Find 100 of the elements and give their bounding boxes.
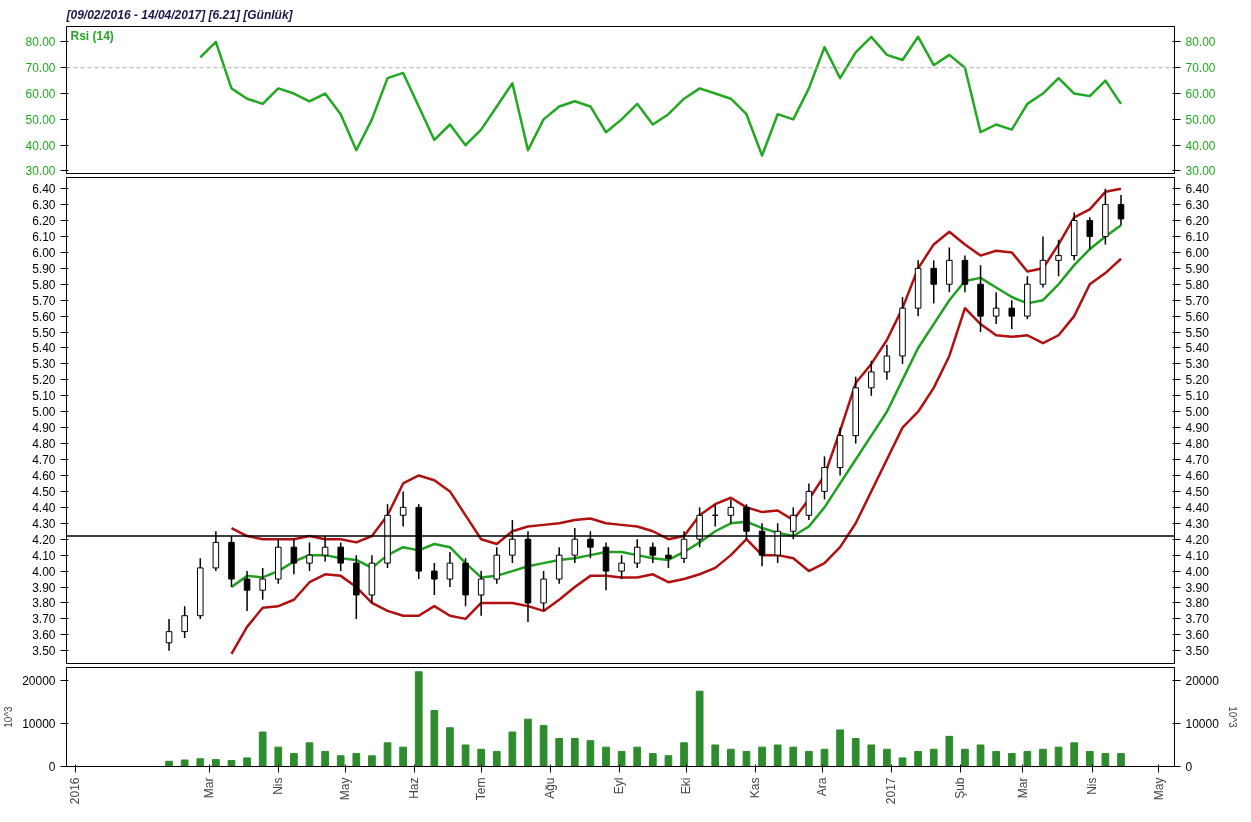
bar [586, 740, 595, 767]
bar [243, 757, 251, 767]
bar [961, 748, 969, 767]
bar [1007, 753, 1016, 767]
bar [477, 748, 486, 767]
bar [321, 750, 329, 767]
y2-tick-label: 4.90 [1185, 421, 1210, 436]
candlestick [633, 538, 641, 569]
bar [1023, 750, 1032, 767]
candlestick [493, 546, 501, 585]
bar [851, 738, 860, 767]
y2-tick-label: 3.50 [1185, 644, 1210, 659]
bar [258, 731, 267, 767]
bar [727, 748, 735, 767]
candlestick [1039, 235, 1047, 289]
y2-tick-label: 5.80 [1185, 277, 1210, 292]
candlestick [1055, 238, 1062, 278]
x-tick-label: Ara [815, 777, 830, 797]
y-tick-label: 60.00 [25, 87, 56, 102]
y-tick-label: 80.00 [25, 35, 56, 50]
bar [773, 744, 782, 767]
bar [945, 735, 954, 767]
candlestick [1117, 194, 1125, 227]
bar [336, 755, 345, 767]
candlestick [665, 546, 672, 569]
y-tick-label: 0 [48, 760, 56, 774]
y-tick-label: 4.10 [32, 548, 56, 563]
bar [836, 729, 844, 767]
y2-tick-label: 60.00 [1185, 87, 1216, 102]
y2-tick-label: 3.70 [1185, 612, 1210, 627]
bar [805, 750, 813, 767]
y-tick-label: 5.60 [32, 309, 56, 324]
y2-tick-label: 40.00 [1185, 138, 1216, 153]
y-tick-label: 4.20 [32, 532, 56, 547]
y2-tick-label: 20000 [1185, 673, 1220, 688]
candlestick [1086, 216, 1094, 250]
bar [430, 710, 439, 767]
y2-tick-label: 4.70 [1185, 453, 1210, 468]
bar [180, 759, 189, 767]
y-tick-label: 40.00 [25, 138, 56, 153]
bar [664, 755, 673, 767]
y2-tick-label: 5.30 [1185, 357, 1210, 372]
y2-axis-title: 10^3 [1226, 706, 1238, 729]
bar [446, 727, 454, 767]
bar [399, 746, 407, 767]
y2-tick-label: 5.10 [1185, 389, 1210, 404]
y-tick-label: 4.60 [32, 468, 56, 483]
candlestick [306, 541, 313, 572]
bar [711, 744, 720, 767]
x-tick-label: Nis [271, 777, 286, 795]
y2-tick-label: 30.00 [1185, 164, 1216, 179]
y-tick-label: 5.40 [32, 341, 56, 356]
y2-tick-label: 5.70 [1185, 293, 1210, 308]
bar [414, 671, 423, 767]
y-tick-label: 5.90 [32, 261, 56, 276]
candlestick [868, 360, 875, 397]
bar [648, 753, 657, 767]
y2-tick-label: 5.90 [1185, 261, 1210, 276]
bar [165, 760, 173, 767]
candlestick [946, 246, 953, 293]
bar [914, 750, 922, 767]
y-tick-label: 4.90 [32, 421, 56, 436]
candlestick [961, 254, 969, 293]
bar [1117, 753, 1125, 767]
bar [212, 759, 220, 767]
y2-tick-label: 5.20 [1185, 373, 1210, 388]
bar [1039, 748, 1047, 767]
y-tick-label: 5.20 [32, 373, 56, 388]
candlestick [930, 259, 938, 305]
bar [883, 748, 891, 767]
y-axis-title: 10^3 [3, 705, 15, 728]
y2-tick-label: 6.20 [1185, 214, 1210, 229]
y-tick-label: 5.30 [32, 357, 56, 372]
y-tick-label: 4.50 [32, 484, 56, 499]
y-tick-label: 6.20 [32, 214, 56, 229]
candlestick [1008, 299, 1016, 330]
bar [290, 753, 298, 767]
bar [555, 738, 564, 767]
y-tick-label: 70.00 [25, 61, 56, 76]
candlestick [649, 541, 657, 564]
candlestick [290, 538, 298, 576]
x-tick-label: Mar [1015, 777, 1030, 799]
y2-tick-label: 70.00 [1185, 61, 1216, 76]
bar [508, 731, 517, 767]
y-tick-label: 6.00 [32, 245, 56, 260]
candlestick [165, 618, 173, 652]
candlestick [259, 567, 266, 601]
bar [789, 746, 798, 767]
y2-tick-label: 4.80 [1185, 437, 1210, 452]
y2-tick-label: 6.10 [1185, 229, 1210, 244]
candlestick [883, 344, 891, 381]
bar [820, 748, 829, 767]
candlestick [805, 482, 813, 521]
bar [633, 746, 642, 767]
text: Rsi (14) [70, 28, 114, 43]
y-tick-label: 4.40 [32, 500, 56, 515]
line-series [230, 257, 1123, 656]
chart-title: [09/02/2016 - 14/04/2017] [6.21] [Günlük] [65, 7, 294, 22]
candlestick [181, 605, 188, 639]
bar [570, 738, 579, 767]
